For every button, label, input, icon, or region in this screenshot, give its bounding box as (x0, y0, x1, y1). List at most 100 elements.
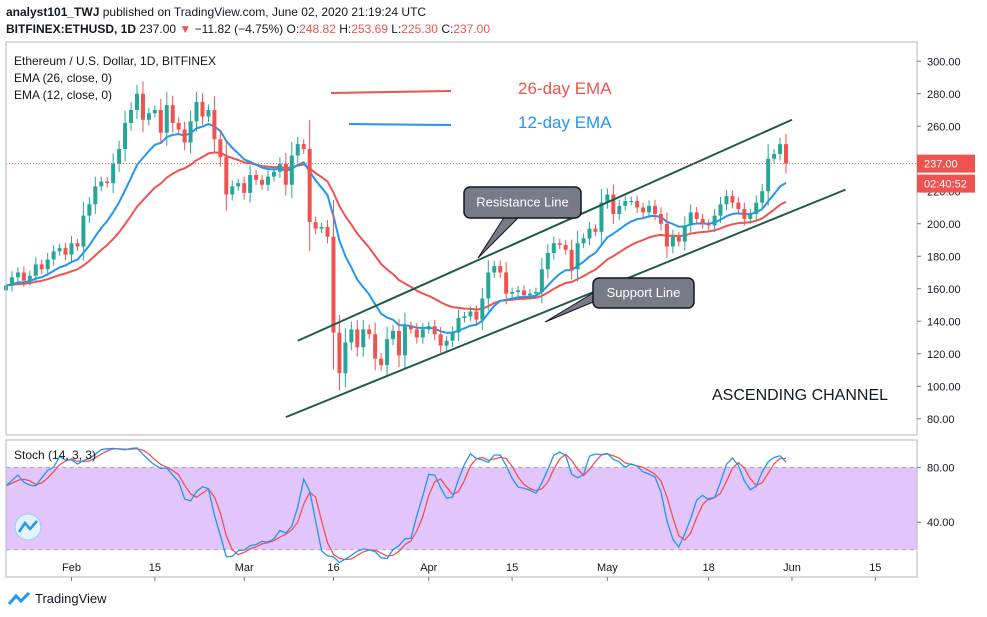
candle-body (134, 93, 139, 110)
symbol-header: BITFINEX:ETHUSD, 1D 237.00 ▼ −11.82 (−4.… (6, 22, 490, 36)
candle-body (283, 163, 288, 185)
tradingview-logo-icon (8, 591, 30, 605)
candle-body (289, 155, 294, 185)
candle-body (468, 311, 473, 317)
candle-body (551, 243, 556, 253)
ema26-line (5, 151, 787, 311)
candle-body (748, 214, 753, 219)
candle-body (319, 227, 324, 229)
candle-body (492, 266, 497, 273)
ascending-channel (6, 118, 917, 419)
candle-body (641, 207, 646, 213)
candle-body (766, 158, 771, 192)
high-label: H: (339, 22, 352, 36)
candle-body (45, 259, 50, 270)
author-name[interactable]: analyst101_TWJ (6, 5, 100, 19)
candle-body (93, 186, 98, 205)
candle-body (158, 110, 163, 133)
stoch-y-tick-label: 80.00 (927, 462, 955, 474)
resistance-callout-box (463, 186, 582, 219)
candle-body (533, 292, 538, 294)
stoch-lines (5, 447, 787, 564)
candle-body (331, 236, 336, 333)
candle-body (355, 329, 360, 348)
candle-body (87, 204, 92, 216)
price-change: −11.82 (−4.75%) (194, 22, 284, 36)
y-tick-label: 180.00 (927, 251, 961, 263)
candle-body (349, 329, 354, 343)
candle-body (391, 331, 396, 340)
candle-body (105, 181, 110, 184)
stoch-d-line (5, 448, 787, 561)
ema12-sample-line (348, 123, 452, 126)
candle-body (623, 201, 628, 206)
candle-body (664, 223, 669, 247)
candle-body (140, 93, 145, 120)
candle-body (486, 272, 491, 299)
ema-lines (5, 90, 787, 334)
candle-body (426, 326, 431, 330)
x-tick-label: 18 (702, 562, 714, 574)
candle-body (224, 157, 229, 195)
candle-body (778, 144, 783, 154)
x-tick-label: 15 (506, 562, 518, 574)
candle-body (688, 212, 693, 226)
candle-body (111, 163, 116, 184)
candle-body (527, 293, 532, 296)
candle-body (504, 272, 509, 294)
candle-body (385, 339, 390, 366)
close-value: 237.00 (453, 22, 491, 36)
x-tick-label: 15 (149, 562, 161, 574)
candles (4, 81, 789, 391)
candle-body (700, 218, 705, 224)
candle-body (123, 123, 128, 149)
channel-line (297, 118, 793, 342)
candle-body (313, 222, 318, 229)
candle-body (75, 243, 80, 247)
candle-body (730, 196, 735, 203)
y-tick-label: 140.00 (927, 316, 961, 328)
candle-body (325, 227, 330, 237)
resistance-callout-text: Resistance Line (476, 195, 569, 210)
candle-body (480, 298, 485, 320)
open-label: O: (286, 22, 300, 36)
countdown-tag (917, 174, 975, 193)
candle-body (260, 179, 265, 185)
candle-body (361, 329, 366, 348)
stoch-legend: Stoch (14, 3, 3) (14, 448, 96, 462)
candle-body (212, 110, 217, 140)
y-tick-label: 280.00 (927, 89, 961, 101)
candle-body (569, 249, 574, 270)
candle-body (117, 149, 122, 164)
candle-body (242, 183, 247, 193)
candle-body (146, 113, 151, 120)
support-callout-text: Support Line (607, 285, 681, 300)
candle-body (754, 202, 759, 214)
y-tick-label: 300.00 (927, 56, 961, 68)
support-callout-box (592, 277, 695, 309)
candle-body (438, 334, 443, 346)
candle-body (605, 194, 610, 203)
y-tick-label: 260.00 (927, 121, 961, 133)
axes: 80.00 100.00 120.00 140.00 160.00 180.00 200.0… (5, 41, 975, 581)
candle-body (629, 201, 634, 202)
candle-body (396, 331, 401, 356)
candle-body (271, 171, 276, 177)
candle-body (724, 196, 729, 205)
candle-body (367, 329, 372, 335)
ema26-sample-line (330, 90, 452, 94)
candle-body (694, 212, 699, 219)
stoch-band (6, 467, 917, 550)
candle-body (784, 144, 789, 164)
candle-body (402, 326, 407, 356)
x-tick-label: 15 (869, 562, 881, 574)
tradingview-logo[interactable]: TradingView (8, 591, 107, 606)
candle-body (265, 176, 270, 185)
published-text: published on TradingView.com, June 02, 2… (102, 5, 427, 19)
channel-line (285, 188, 846, 419)
candle-body (599, 202, 604, 232)
candle-body (611, 194, 616, 214)
candle-body (379, 358, 384, 366)
candle-body (450, 332, 455, 341)
